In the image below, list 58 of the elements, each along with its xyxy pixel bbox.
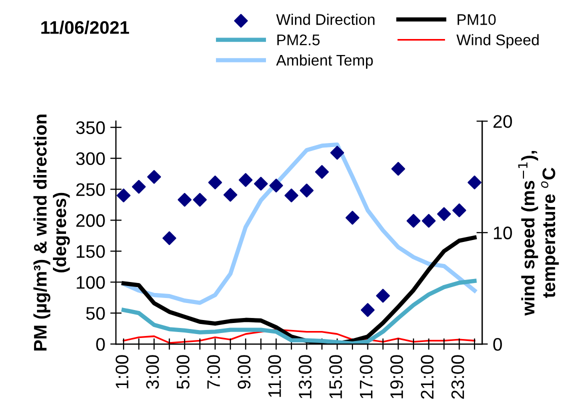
point [360, 303, 375, 317]
point [132, 180, 146, 194]
legend-label: PM2.5 [277, 34, 320, 46]
point [162, 231, 176, 246]
point [330, 146, 344, 160]
x-tick-label: 23:00 [451, 355, 464, 399]
x-tick-label: 11:00 [268, 355, 282, 397]
point [315, 165, 329, 179]
point [147, 170, 161, 184]
point [452, 203, 466, 218]
legend-label: Wind Direction [276, 14, 374, 25]
line-series [121, 278, 477, 344]
y2-tick-label: 10 [494, 226, 512, 240]
point [116, 188, 130, 202]
y-tick-label: 200 [76, 214, 105, 227]
point [300, 184, 314, 198]
legend-label: PM10 [458, 14, 496, 25]
x-tick-label: 15:00 [329, 355, 342, 398]
point [223, 188, 238, 202]
x-tick-label: 3:00 [146, 355, 159, 389]
y-tick-label: 300 [76, 152, 105, 166]
y-tick-label: 0 [96, 338, 105, 351]
text: wind speed (ms$^{−1}$), temperature $^{o}$C [518, 151, 559, 316]
y-tick-label: 100 [76, 276, 105, 289]
point [284, 188, 298, 202]
point [254, 176, 268, 191]
point [422, 214, 436, 228]
y-tick-label: 150 [76, 245, 105, 258]
point [376, 288, 390, 303]
y-axis-title: PM (µg/m³) & wind direction (degrees) [33, 114, 70, 350]
point [437, 207, 451, 221]
x-tick-label: 7:00 [207, 355, 220, 389]
point [192, 192, 207, 207]
y-tick-label: 350 [76, 121, 105, 134]
x-tick-label: 21:00 [420, 355, 434, 399]
point [406, 214, 420, 228]
line-series [121, 142, 477, 305]
point [468, 176, 482, 190]
x-tick-label: 19:00 [390, 355, 404, 398]
y2-tick-label: 0 [493, 338, 502, 351]
point [391, 162, 406, 176]
line-series [122, 328, 476, 344]
x-tick-label: 5:00 [176, 355, 190, 389]
x-tick-label: 13:00 [298, 355, 312, 398]
x-tick-label: 9:00 [238, 355, 250, 389]
legend-label: Wind Speed [456, 34, 539, 48]
y-tick-label: 250 [76, 183, 105, 196]
point [269, 178, 284, 192]
x-tick-label: 17:00 [360, 355, 373, 398]
chart-title: 11/06/2021 [41, 20, 130, 34]
y2-tick-label: 20 [493, 115, 512, 128]
point [238, 173, 253, 187]
point [346, 210, 360, 225]
point [178, 192, 192, 207]
y-tick-label: 50 [86, 307, 105, 320]
x-tick-label: 1:00 [116, 355, 128, 388]
legend-label: Ambient Temp [276, 54, 373, 69]
point [208, 176, 222, 190]
